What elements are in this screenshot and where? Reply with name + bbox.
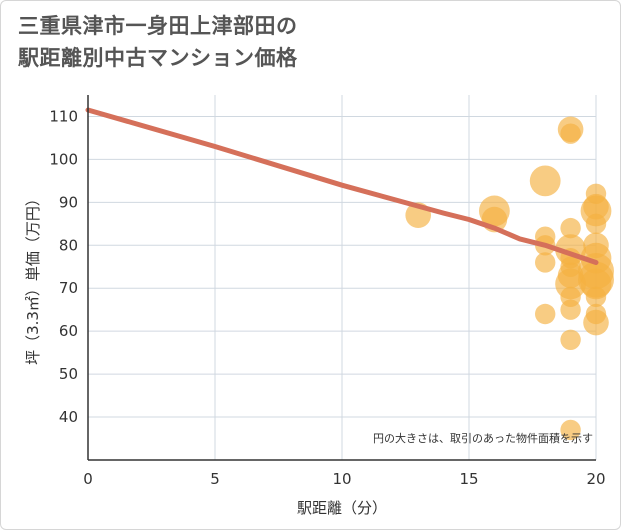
chart-title-line-1: 三重県津市一身田上津部田の	[18, 14, 298, 38]
data-point	[560, 329, 581, 350]
data-point	[585, 286, 607, 308]
size-annotation: 円の大きさは、取引のあった物件面積を示す	[373, 431, 593, 445]
x-tick-label: 15	[459, 470, 478, 488]
y-tick-labels: 40 50 60 70 80 90 100 110	[49, 107, 78, 426]
data-point	[535, 252, 556, 273]
x-tick-label: 5	[210, 470, 220, 488]
data-point	[585, 213, 607, 235]
y-tick-label: 70	[59, 279, 78, 297]
x-tick-label: 0	[83, 470, 93, 488]
y-tick-label: 50	[59, 365, 78, 383]
y-tick-label: 60	[59, 322, 78, 340]
chart-title: 三重県津市一身田上津部田の 駅距離別中古マンション価格	[18, 10, 438, 74]
x-axis-label: 駅距離（分）	[297, 499, 387, 517]
y-tick-label: 90	[59, 193, 78, 211]
data-point	[529, 165, 561, 197]
data-point	[560, 419, 581, 441]
chart-title-line-2: 駅距離別中古マンション価格	[18, 46, 298, 70]
data-point	[583, 309, 609, 336]
data-point	[560, 217, 581, 239]
data-point	[560, 123, 581, 144]
data-point	[560, 299, 581, 320]
trend-line	[85, 107, 599, 265]
y-tick-label: 80	[59, 236, 78, 254]
x-tick-label: 10	[332, 470, 351, 488]
y-tick-label: 100	[49, 150, 78, 168]
x-tick-labels: 0 5 10 15 20	[83, 470, 605, 488]
y-tick-label: 110	[49, 107, 78, 125]
axes	[87, 95, 596, 461]
data-point	[535, 303, 556, 325]
y-tick-label: 40	[59, 408, 78, 426]
y-axis-label: 坪（3.3㎡）単価（万円）	[24, 191, 42, 365]
x-tick-label: 20	[586, 470, 605, 488]
